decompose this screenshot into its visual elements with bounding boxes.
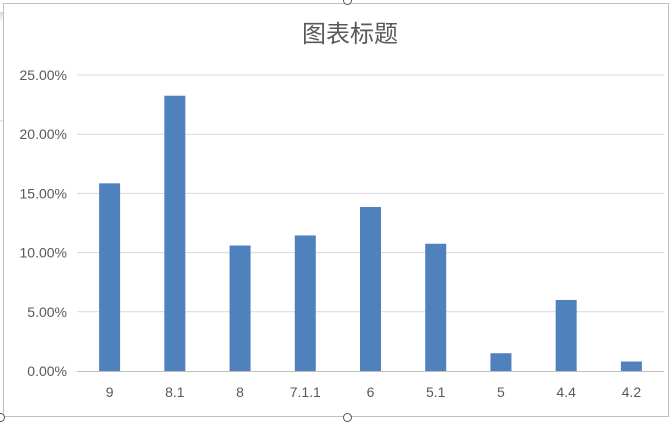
bar[interactable] <box>360 207 381 371</box>
y-tick-label: 20.00% <box>20 126 67 142</box>
x-tick-label: 8 <box>236 384 244 400</box>
resize-handle-bottom-left[interactable] <box>0 413 5 422</box>
bar-chart: 图表标题 0.00%5.00%10.00%15.00%20.00%25.00% … <box>20 21 664 400</box>
bar[interactable] <box>620 361 642 371</box>
chart-title[interactable]: 图表标题 <box>302 21 398 48</box>
bar[interactable] <box>490 353 512 371</box>
chart-object[interactable]: 图表标题 0.00% 5.00% 10.00% 15.00% 20.00% 25.00% … <box>3 3 669 417</box>
y-axis-tick-labels: 0.00% 5.00% 10.00% 15.00% 20.00% 25.00% <box>20 67 67 379</box>
y-tick-label: 25.00% <box>20 67 67 83</box>
x-tick-label: 5.1 <box>426 384 446 400</box>
bar[interactable] <box>99 183 121 371</box>
y-tick-label: 5.00% <box>27 304 67 320</box>
y-tick-label: 0.00% <box>27 363 67 379</box>
bar[interactable] <box>164 95 186 371</box>
bar[interactable] <box>555 299 577 371</box>
bar[interactable] <box>425 243 447 371</box>
bar[interactable] <box>294 235 316 371</box>
resize-handle-top[interactable] <box>343 0 352 5</box>
x-tick-label: 8.1 <box>165 384 185 400</box>
x-tick-label: 6 <box>367 384 375 400</box>
x-tick-label: 4.2 <box>622 384 642 400</box>
sheet-edge <box>0 0 3 423</box>
bar[interactable] <box>229 245 251 371</box>
resize-handle-bottom[interactable] <box>343 413 352 422</box>
bar-series[interactable] <box>99 95 642 371</box>
x-axis-tick-labels: 9 8.1 8 7.1.1 6 5.1 5 4.4 4.2 <box>106 384 642 400</box>
x-tick-label: 7.1.1 <box>290 384 321 400</box>
y-tick-label: 15.00% <box>20 185 67 201</box>
x-tick-label: 4.4 <box>556 384 576 400</box>
x-tick-label: 9 <box>106 384 114 400</box>
y-tick-label: 10.00% <box>20 245 67 261</box>
x-tick-label: 5 <box>497 384 505 400</box>
